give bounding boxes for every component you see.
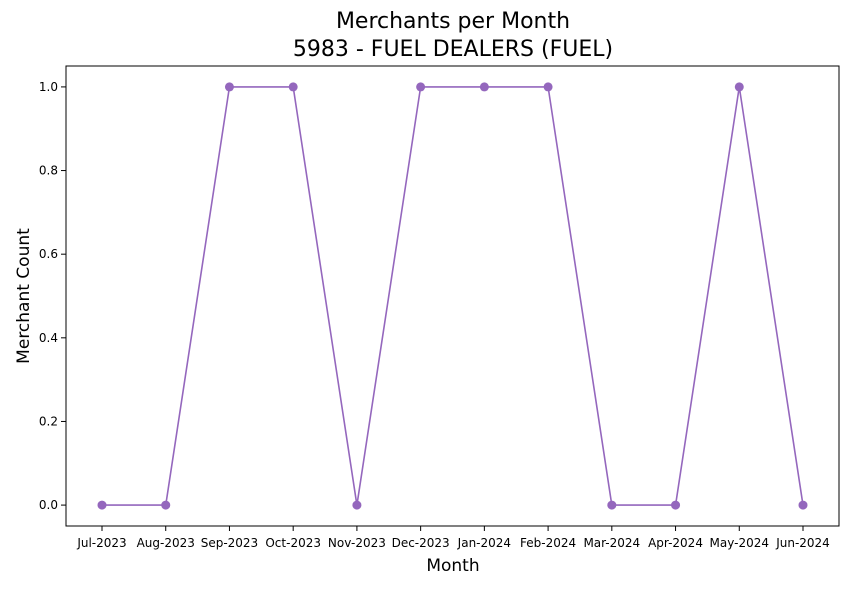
data-point <box>798 500 808 510</box>
data-point <box>543 82 553 92</box>
data-point <box>416 82 426 92</box>
data-point <box>479 82 489 92</box>
x-tick-label: Feb-2024 <box>520 536 576 550</box>
y-axis-label: Merchant Count <box>14 228 34 364</box>
x-tick-label: Jan-2024 <box>457 536 511 550</box>
x-tick-label: Aug-2023 <box>137 536 195 550</box>
x-axis-label: Month <box>426 556 479 576</box>
y-tick-label: 0.2 <box>39 414 58 428</box>
y-tick-label: 0.8 <box>39 164 58 178</box>
axes-frame <box>65 65 840 527</box>
y-tick-label: 0.0 <box>39 498 58 512</box>
data-point <box>671 500 681 510</box>
series-line <box>102 86 804 506</box>
x-tick-label: Apr-2024 <box>648 536 703 550</box>
x-tick-label: Sep-2023 <box>201 536 259 550</box>
x-tick-label: Jul-2023 <box>76 536 126 550</box>
chart-title: Merchants per Month <box>336 9 570 34</box>
data-point <box>161 500 171 510</box>
x-tick-label: Nov-2023 <box>328 536 386 550</box>
y-tick-label: 1.0 <box>39 80 58 94</box>
x-tick-label: May-2024 <box>710 536 769 550</box>
data-point <box>607 500 617 510</box>
chart-subtitle: 5983 - FUEL DEALERS (FUEL) <box>293 37 613 62</box>
y-tick-label: 0.6 <box>39 247 58 261</box>
y-tick-label: 0.4 <box>39 331 58 345</box>
data-point <box>288 82 298 92</box>
data-point <box>97 500 107 510</box>
x-tick-label: Jun-2024 <box>775 536 830 550</box>
data-point <box>734 82 744 92</box>
x-tick-label: Mar-2024 <box>583 536 640 550</box>
data-point <box>352 500 362 510</box>
x-tick-label: Oct-2023 <box>265 536 321 550</box>
plot-area: 0.0 0.2 0.4 0.6 0.8 1.0 Jul-2023 Aug-2023 Sep-20… <box>39 65 840 550</box>
x-tick-label: Dec-2023 <box>392 536 450 550</box>
data-point <box>224 82 234 92</box>
